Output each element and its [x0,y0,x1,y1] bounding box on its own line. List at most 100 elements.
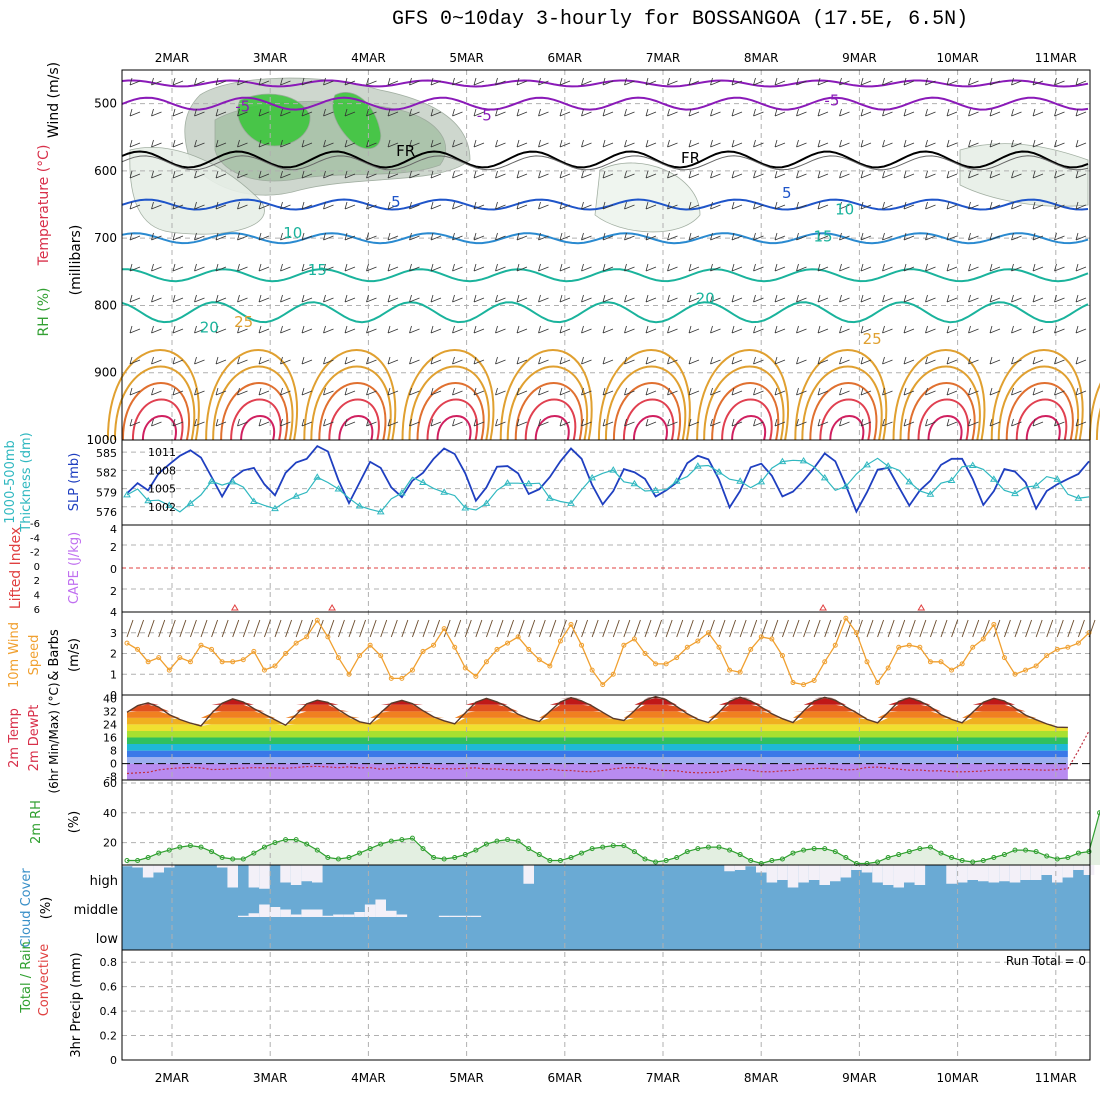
wind-speed-point [367,642,373,648]
thickness-tick: 582 [96,467,117,480]
wind-barb [1011,325,1022,334]
wind-barb [796,77,807,86]
wind-barb [1011,232,1022,241]
rh2m-point [420,846,426,852]
slp-tick: 1011 [148,446,176,459]
wind-barb [151,294,162,303]
precip-tick: 0 [110,1054,117,1067]
contour-label: 20 [696,289,715,307]
temp-band [127,711,1068,718]
thickness-marker [545,494,554,501]
wind-barb [194,139,205,148]
wind-barb [882,201,893,210]
wind10m-barb [908,619,916,638]
contour-label: 15 [308,261,327,279]
wind-barb [903,356,915,365]
wind-barb [925,108,936,117]
wind10m-barb [930,619,937,638]
bubble-contour [721,398,773,441]
axis-label-millibars: (millibars) [68,225,84,296]
wind10m-barb [760,619,768,638]
wind-barb [989,77,1001,86]
wind-barb [581,170,592,179]
wind10m-barb [528,619,536,638]
wind-barb [989,170,1001,179]
slp-tick: 1005 [148,483,176,496]
axis-label-wind: Wind (m/s) [46,62,62,138]
wind10m-barb [200,619,208,638]
wind-barb [538,294,549,303]
wind10m-barb [1025,619,1032,638]
wind-barb [538,418,549,427]
wind-barb [409,139,420,148]
wind10m-barb [1046,619,1054,638]
cloud-high-gap [830,865,841,882]
wind-barb [237,201,248,210]
date-label-bottom: 4MAR [351,1071,386,1085]
wind-barb [172,325,184,334]
wind-barb [839,232,850,241]
wind10m-barb [232,619,240,638]
wind10m-barb [264,619,271,638]
wind-barb [602,387,614,396]
wind-speed-point [536,657,542,663]
wind-speed-point [505,640,511,646]
wind-barb [817,418,829,427]
wind-barb [559,232,571,241]
wind-barb [645,387,657,396]
wind-speed-point [135,646,141,652]
wind-barb [817,108,829,117]
bubble-contour [205,349,298,441]
wind-barb [452,139,463,148]
wind-barb [473,108,485,117]
wind-barb [1075,108,1087,117]
wind-barb [860,139,872,148]
contour-label: 5 [782,184,792,202]
thickness-marker [461,504,470,511]
bubble-contour [401,349,495,441]
wind-barb [473,294,485,303]
wind-barb [946,263,958,272]
wind-barb [1011,418,1022,427]
date-label-bottom: 2MAR [155,1071,190,1085]
wind-barb [129,139,141,148]
wind-barb [452,232,463,241]
cloud-level-label: middle [74,903,118,918]
wind-barb [688,232,700,241]
wind-barb [624,356,635,365]
thickness-marker [271,504,279,512]
wind10m-barb [866,619,874,638]
rh2m-point [473,847,479,853]
wind-barb [731,263,743,272]
wind10m-barb [496,619,504,638]
bubble-contour [990,349,1084,441]
wind-speed-point [653,661,659,667]
rh2m-point [600,844,606,850]
wind-barb [968,170,979,179]
wind-barb [624,387,635,396]
lifted-index-marker [819,604,827,611]
wind-barb [774,325,786,334]
rh2m-point [1023,847,1029,853]
pressure-tick: 1000 [86,433,117,447]
wind-barb [258,294,270,303]
rh2m-point [293,837,299,843]
wind-speed-point [811,677,817,683]
temp-tick: 32 [103,705,117,718]
bubble-contour [907,382,976,441]
rh2m-point [1033,849,1039,855]
axis-label-lifted-index: Lifted Index [8,527,24,609]
wind10m-barb [739,619,747,638]
wind-barb [301,387,313,396]
wind-barb [710,108,721,117]
wind-barb [839,170,850,179]
wind-barb [817,294,829,303]
thickness-marker [292,492,301,499]
wind-speed-point [166,667,172,673]
wind-barb [645,108,657,117]
rh2m-point [283,837,289,843]
wind-barb [774,201,786,210]
wind-barb [882,294,893,303]
thickness-marker [186,499,195,506]
temp-band [127,750,1068,758]
